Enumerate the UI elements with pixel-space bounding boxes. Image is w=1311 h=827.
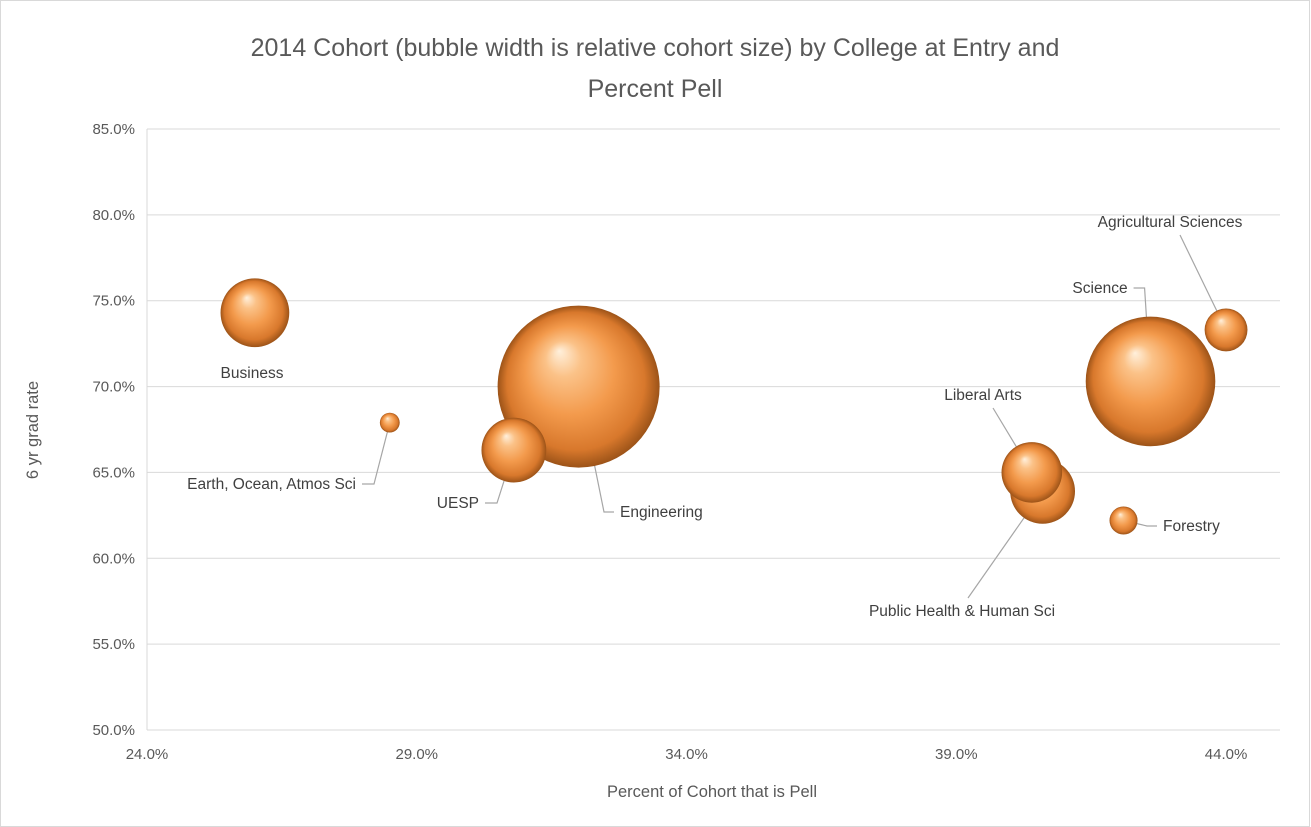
y-axis-ticks: 50.0% 55.0% 60.0% 65.0% 70.0% 75.0% 80.0% 85.0%: [92, 121, 135, 739]
x-tick-label: 24.0%: [126, 746, 169, 763]
y-tick-label: 70.0%: [92, 379, 135, 396]
y-tick-label: 55.0%: [92, 636, 135, 653]
label-business: Business: [221, 365, 284, 382]
y-tick-label: 75.0%: [92, 293, 135, 310]
leader-earth-ocean-atmos-sci: [362, 422, 391, 485]
label-agricultural-sciences: Agricultural Sciences: [1098, 214, 1243, 231]
bubble-liberal-arts: [1001, 442, 1063, 503]
label-earth-ocean-atmos-sci: Earth, Ocean, Atmos Sci: [187, 476, 356, 493]
x-axis-ticks: 24.0% 29.0% 34.0% 39.0% 44.0%: [126, 746, 1248, 763]
label-public-health-human-sci: Public Health & Human Sci: [869, 603, 1055, 620]
label-liberal-arts: Liberal Arts: [944, 387, 1022, 404]
label-science: Science: [1072, 280, 1127, 297]
bubble-science: [1085, 316, 1216, 447]
x-axis-title: Percent of Cohort that is Pell: [607, 783, 817, 801]
bubbles: [220, 278, 1248, 535]
x-tick-label: 44.0%: [1205, 746, 1248, 763]
y-tick-label: 85.0%: [92, 121, 135, 138]
y-tick-label: 60.0%: [92, 550, 135, 567]
x-tick-label: 39.0%: [935, 746, 978, 763]
label-uesp: UESP: [437, 495, 479, 512]
y-axis-title: 6 yr grad rate: [24, 381, 42, 479]
bubble-agricultural-sciences: [1204, 308, 1248, 352]
y-tick-label: 50.0%: [92, 722, 135, 739]
label-forestry: Forestry: [1163, 518, 1220, 535]
chart-title-line-1: 2014 Cohort (bubble width is relative co…: [251, 34, 1060, 62]
y-tick-label: 65.0%: [92, 464, 135, 481]
label-engineering: Engineering: [620, 504, 703, 521]
bubble-engineering: [497, 305, 660, 468]
chart-title-line-2: Percent Pell: [588, 75, 723, 103]
bubble-business: [220, 278, 290, 348]
x-tick-label: 34.0%: [665, 746, 708, 763]
y-tick-label: 80.0%: [92, 207, 135, 224]
bubble-forestry: [1109, 506, 1138, 535]
bubble-earth-ocean-atmos-sci: [379, 412, 400, 433]
x-tick-label: 29.0%: [395, 746, 438, 763]
bubble-uesp: [481, 417, 547, 483]
bubble-labels: Business Earth, Ocean, Atmos Sci UESP Engin…: [187, 214, 1242, 620]
